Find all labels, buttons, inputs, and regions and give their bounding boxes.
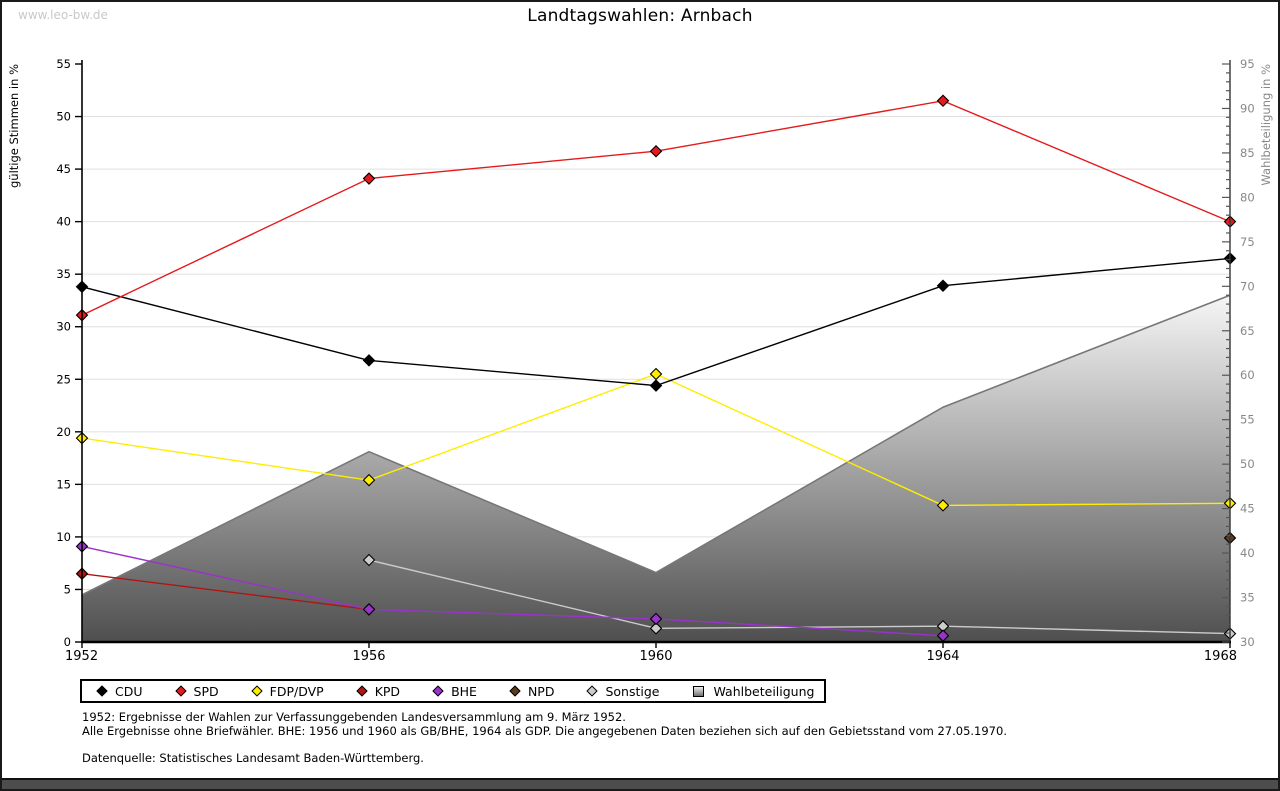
watermark: www.leo-bw.de: [18, 8, 108, 22]
right-axis-tick-label: 70: [1240, 279, 1255, 293]
series-marker: [649, 622, 663, 635]
series-marker: [362, 603, 376, 616]
election-line-chart: 0 5 10 15 20 25 30 35 40 45 50 55 30 35 40 45 50 55 60 65 70…: [7, 57, 1273, 664]
series-marker: [649, 612, 663, 626]
right-axis-tick-label: 55: [1240, 413, 1255, 427]
left-axis-tick-label: 55: [56, 57, 71, 71]
window-bottom-bar: [2, 778, 1278, 789]
series-marker: [936, 279, 950, 293]
series-marker: [649, 144, 663, 158]
right-axis-tick-label: 40: [1240, 546, 1255, 560]
footnote-line-2: Alle Ergebnisse ohne Briefwähler. BHE: 1…: [82, 724, 1007, 738]
footnote-line-1: 1952: Ergebnisse der Wahlen zur Verfassu…: [82, 710, 626, 724]
right-axis-tick-label: 30: [1240, 635, 1255, 649]
left-axis-tick-label: 35: [56, 267, 71, 281]
series-line-kpd: [81, 573, 370, 611]
cdu-marker-icon: [96, 685, 108, 697]
right-axis-tick-label: 45: [1240, 502, 1255, 516]
x-axis-tick-label: 1964: [926, 649, 959, 664]
footnote-source: Datenquelle: Statistisches Landesamt Bad…: [82, 751, 424, 765]
series-marker: [362, 354, 376, 367]
left-axis-tick-label: 5: [64, 582, 71, 596]
x-axis-tick-label: 1968: [1204, 649, 1237, 664]
spd-marker-icon: [174, 685, 187, 697]
legend-label: CDU: [115, 683, 143, 699]
series-marker: [362, 172, 376, 185]
right-axis-tick-label: 35: [1240, 591, 1255, 605]
bhe-marker-icon: [432, 685, 444, 697]
series-marker: [649, 379, 663, 392]
legend-item-kpd: KPD: [356, 683, 401, 699]
legend-label: Wahlbeteiligung: [713, 683, 815, 699]
legend-item-wahlbeteiligung: Wahlbeteiligung: [693, 684, 814, 699]
left-axis-tick-label: 0: [64, 635, 71, 649]
legend-item-fdp-dvp: FDP/DVP: [250, 683, 324, 699]
legend-item-npd: NPD: [509, 683, 555, 699]
axes: 0 5 10 15 20 25 30 35 40 45 50 55 30 35 40 45 50 55 60 65 70…: [56, 57, 1254, 664]
left-axis-tick-label: 25: [56, 372, 71, 386]
legend-label: NPD: [527, 683, 555, 699]
legend-label: FDP/DVP: [269, 683, 324, 699]
sonstige-marker-icon: [586, 685, 599, 697]
right-axis-tick-label: 65: [1240, 324, 1255, 338]
series-marker: [362, 473, 376, 487]
legend-item-cdu: CDU: [96, 683, 143, 699]
left-axis-tick-label: 45: [56, 162, 71, 176]
legend-item-sonstige: Sonstige: [586, 683, 660, 699]
right-axis-tick-label: 95: [1240, 57, 1255, 71]
wahlbeteiligung-marker-icon: [693, 685, 705, 697]
series-spd: [75, 94, 1237, 322]
left-axis-tick-label: 10: [56, 530, 71, 544]
x-axis-tick-label: 1952: [65, 649, 98, 664]
turnout-area: [82, 295, 1230, 642]
footnotes: 1952: Ergebnisse der Wahlen zur Verfassu…: [82, 710, 1007, 765]
left-axis-tick-label: 20: [56, 425, 71, 439]
legend: CDU SPD FDP/DVP KPD BHE NPD Sonstige Wahlbeteil…: [80, 679, 826, 703]
legend-label: KPD: [374, 683, 401, 699]
series-line-bhe: [81, 545, 944, 637]
series-marker: [649, 367, 663, 381]
left-axis-tick-label: 40: [56, 215, 71, 229]
series-marker: [362, 553, 376, 567]
right-axis-tick-label: 85: [1240, 146, 1255, 160]
legend-label: SPD: [193, 683, 219, 699]
npd-marker-icon: [509, 685, 521, 697]
turnout-area-boundary: [81, 294, 1231, 596]
left-axis-tick-label: 50: [56, 110, 71, 124]
left-axis-title: gültige Stimmen in %: [7, 64, 21, 188]
series-marker: [936, 94, 950, 108]
series-line-spd: [81, 100, 1231, 316]
right-axis-tick-label: 50: [1240, 457, 1255, 471]
left-axis-tick-label: 30: [56, 320, 71, 334]
right-axis-title: Wahlbeteiligung in %: [1259, 64, 1273, 186]
kpd-marker-icon: [356, 685, 368, 697]
chart-title: Landtagswahlen: Arnbach: [527, 6, 753, 26]
right-axis-tick-label: 60: [1240, 368, 1255, 382]
fdp-dvp-marker-icon: [250, 685, 263, 697]
legend-label: BHE: [451, 683, 477, 699]
right-axis-tick-label: 90: [1240, 101, 1255, 115]
legend-item-spd: SPD: [174, 683, 219, 699]
series-marker: [936, 499, 950, 512]
right-axis-tick-label: 80: [1240, 190, 1255, 204]
left-axis-tick-label: 15: [56, 477, 71, 491]
legend-item-bhe: BHE: [432, 683, 477, 699]
x-axis-tick-label: 1960: [639, 649, 672, 664]
right-axis-tick-label: 75: [1240, 235, 1255, 249]
legend-label: Sonstige: [605, 683, 660, 699]
x-axis-tick-label: 1956: [352, 649, 385, 664]
